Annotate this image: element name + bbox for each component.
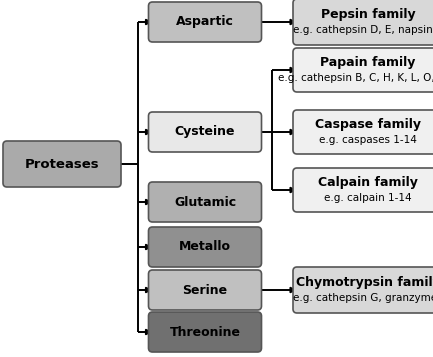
Text: Glutamic: Glutamic — [174, 196, 236, 208]
Text: Metallo: Metallo — [179, 241, 231, 253]
FancyBboxPatch shape — [149, 312, 262, 352]
Text: e.g. cathepsin G, granzymes: e.g. cathepsin G, granzymes — [293, 293, 433, 303]
FancyBboxPatch shape — [293, 168, 433, 212]
Text: Serine: Serine — [182, 283, 228, 297]
FancyBboxPatch shape — [149, 270, 262, 310]
Text: Aspartic: Aspartic — [176, 15, 234, 29]
FancyBboxPatch shape — [149, 112, 262, 152]
Text: Caspase family: Caspase family — [315, 118, 421, 131]
FancyBboxPatch shape — [293, 48, 433, 92]
Text: Chymotrypsin family: Chymotrypsin family — [296, 276, 433, 289]
Text: Cysteine: Cysteine — [175, 126, 235, 139]
Text: Proteases: Proteases — [25, 157, 99, 171]
Text: Pepsin family: Pepsin family — [321, 8, 415, 21]
FancyBboxPatch shape — [293, 110, 433, 154]
FancyBboxPatch shape — [149, 227, 262, 267]
Text: Calpain family: Calpain family — [318, 176, 418, 189]
Text: e.g. calpain 1-14: e.g. calpain 1-14 — [324, 193, 412, 203]
FancyBboxPatch shape — [149, 182, 262, 222]
Text: e.g. caspases 1-14: e.g. caspases 1-14 — [319, 135, 417, 145]
FancyBboxPatch shape — [3, 141, 121, 187]
Text: e.g. cathepsin D, E, napsin A: e.g. cathepsin D, E, napsin A — [293, 25, 433, 35]
FancyBboxPatch shape — [149, 2, 262, 42]
Text: e.g. cathepsin B, C, H, K, L, O, S, X: e.g. cathepsin B, C, H, K, L, O, S, X — [278, 73, 433, 83]
Text: Papain family: Papain family — [320, 56, 416, 69]
Text: Threonine: Threonine — [169, 326, 240, 338]
FancyBboxPatch shape — [293, 267, 433, 313]
FancyBboxPatch shape — [293, 0, 433, 45]
